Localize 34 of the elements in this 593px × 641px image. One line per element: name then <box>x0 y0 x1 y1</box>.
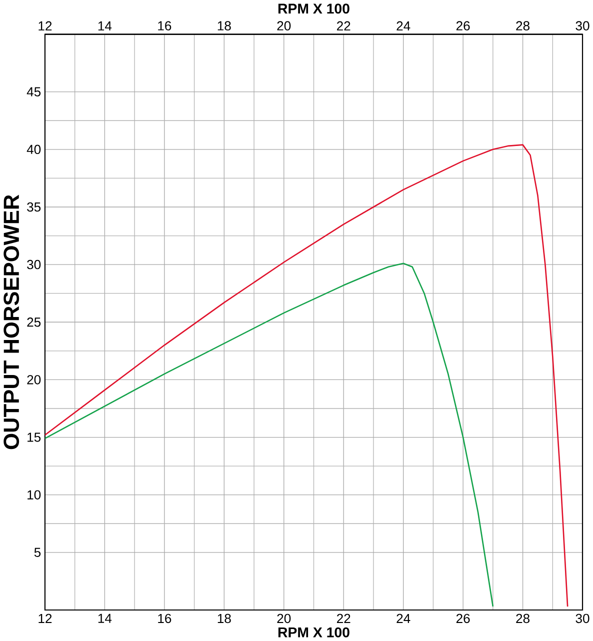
x-tick-label: 16 <box>158 21 171 30</box>
x-tick-label: 18 <box>218 21 231 30</box>
x2-tick-label: 16 <box>158 614 171 624</box>
x2-tick-label: 14 <box>98 614 112 623</box>
x2-axis-title: RPM X 100 <box>278 4 350 14</box>
x-tick-label: 12 <box>38 21 52 30</box>
x-tick-label: 28 <box>516 21 530 30</box>
x2-tick-label: 26 <box>456 614 470 624</box>
line-series <box>44 144 568 608</box>
x2-tick-label: 18 <box>218 614 231 624</box>
x-tick-label: 26 <box>456 21 470 30</box>
y-tick-label: 30 <box>26 260 40 270</box>
x-tick-label: 14 <box>98 21 112 30</box>
y-tick-label: 5 <box>34 548 40 557</box>
y-tick-label: 25 <box>27 318 40 327</box>
y-tick-label: 45 <box>26 87 40 96</box>
x-tick-label: 20 <box>277 21 290 30</box>
x-tick-label: 30 <box>576 21 590 30</box>
x-tick-label: 24 <box>396 21 410 30</box>
y-tick-label: 40 <box>26 144 40 154</box>
x2-tick-label: 30 <box>576 614 590 624</box>
x-axis-title: RPM X 100 <box>278 627 350 638</box>
x2-tick-label: 20 <box>277 614 290 624</box>
y-tick-label: 35 <box>26 202 40 212</box>
line-series <box>44 262 494 608</box>
y-tick-label: 15 <box>27 432 40 442</box>
y-tick-label: 10 <box>27 490 40 500</box>
x2-tick-label: 12 <box>38 614 52 623</box>
y-tick-label: 20 <box>27 375 40 384</box>
x2-tick-label: 28 <box>516 614 530 624</box>
x-tick-label: 22 <box>336 21 350 30</box>
y-axis-title: OUTPUT HORSEPOWER <box>3 194 19 450</box>
x2-tick-label: 22 <box>336 614 350 623</box>
x2-tick-label: 24 <box>396 614 410 623</box>
